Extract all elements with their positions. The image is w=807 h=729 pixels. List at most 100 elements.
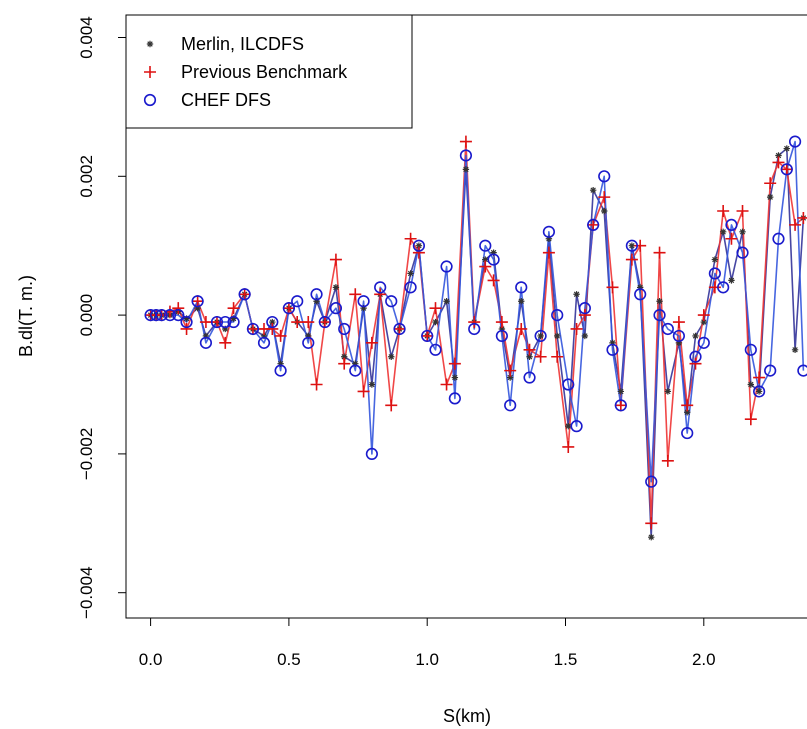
series-1-point: [518, 298, 525, 305]
series-3-point: [385, 295, 398, 308]
series-1-point: [490, 249, 497, 256]
series-1-point: [506, 374, 514, 381]
series-2-point: [282, 302, 295, 315]
series-1-point: [462, 166, 470, 173]
legend-label-2: Previous Benchmark: [181, 62, 348, 82]
series-2-point: [551, 350, 564, 363]
series-3-point: [163, 309, 177, 322]
y-tick-label: 0.000: [77, 294, 96, 337]
series-1-point: [700, 318, 707, 326]
series-3-point: [468, 322, 481, 336]
series-2-point: [479, 260, 492, 273]
series-3-point: [155, 309, 168, 322]
series-1-point: [332, 284, 340, 291]
series-2-point: [329, 253, 342, 266]
series-3-point: [736, 246, 749, 259]
series-3-point: [661, 322, 674, 336]
x-tick-label: 1.5: [554, 650, 578, 669]
series-1-point: [183, 315, 190, 322]
series-3-point: [404, 281, 417, 294]
series-3-point: [238, 288, 251, 301]
legend-label-1: Merlin, ILCDFS: [181, 34, 304, 54]
series-3-point: [697, 336, 710, 349]
series-1-point: [755, 388, 763, 395]
series-2-point: [210, 316, 223, 329]
series-2-point: [266, 322, 279, 335]
series-1-point: [407, 270, 414, 277]
series-3-point: [257, 336, 271, 349]
series-3-point: [495, 329, 508, 343]
series-3-point: [634, 288, 647, 301]
series-2-point: [570, 322, 583, 335]
series-3-point: [338, 322, 351, 336]
series-3-point: [291, 295, 304, 308]
series-2-point: [385, 399, 398, 412]
series-2-point: [393, 322, 406, 335]
series-3-point: [504, 399, 517, 412]
x-axis-title: S(km): [443, 706, 491, 726]
series-3-point: [523, 371, 536, 384]
series-2-point: [365, 336, 378, 349]
series-3-point: [412, 239, 426, 252]
series-1-point: [684, 409, 691, 416]
series-2-point: [172, 302, 185, 315]
series-3-point: [172, 309, 185, 322]
series-2-point: [562, 440, 575, 453]
series-2-point: [587, 218, 600, 231]
series-3-point: [587, 218, 600, 231]
series-2-point: [246, 322, 259, 335]
series-1-point: [692, 332, 699, 340]
series-3-point: [440, 260, 453, 273]
series-1-point: [388, 353, 395, 360]
series-3-point: [180, 315, 193, 329]
series-1-point: [601, 207, 608, 215]
series-2-point: [797, 211, 807, 224]
series-1-point: [482, 256, 489, 263]
series-3-point: [645, 475, 658, 488]
series-2-point: [310, 378, 323, 391]
series-3-point: [562, 378, 575, 391]
series-3-point: [274, 364, 287, 377]
series-2-point: [338, 357, 351, 370]
series-3-point: [487, 253, 500, 266]
y-tick-label: −0.004: [77, 566, 96, 618]
series-2-point: [653, 246, 666, 259]
series-3-point: [421, 329, 434, 343]
series-1-point: [783, 145, 790, 152]
series-1-point: [222, 325, 229, 333]
series-2-point: [440, 378, 453, 391]
series-1-point: [747, 381, 755, 388]
series-2-point: [504, 364, 517, 377]
series-1-point: [498, 325, 506, 333]
series-2-point: [487, 274, 500, 287]
series-2-point: [717, 205, 730, 217]
series-2-point: [744, 413, 757, 426]
series-1-point: [341, 353, 348, 360]
x-tick-label: 0.5: [277, 650, 301, 669]
series-2-point: [302, 316, 315, 329]
series-1-point: [432, 318, 439, 326]
series-2-point: [429, 302, 442, 315]
series-3-point: [515, 281, 528, 294]
series-2-point: [614, 399, 627, 412]
series-1-point: [636, 284, 644, 291]
series-2-point: [374, 288, 387, 301]
series-1-point: [202, 332, 210, 340]
series-3-point: [534, 329, 547, 343]
series-2-point: [725, 232, 738, 245]
series-2-point: [753, 371, 766, 384]
series-3-point: [479, 239, 492, 252]
series-1-point: [581, 332, 589, 340]
series-1-point: [537, 332, 544, 340]
series-3-point: [614, 399, 627, 412]
series-1-point: [194, 304, 201, 312]
series-1-point: [728, 277, 735, 284]
series-2-point: [357, 385, 370, 398]
series-1-point: [352, 360, 359, 367]
series-3-point: [551, 309, 564, 322]
series-3-point: [744, 343, 757, 356]
series-3-point: [329, 302, 343, 315]
series-3-point: [797, 364, 807, 377]
series-2-point: [291, 316, 304, 329]
